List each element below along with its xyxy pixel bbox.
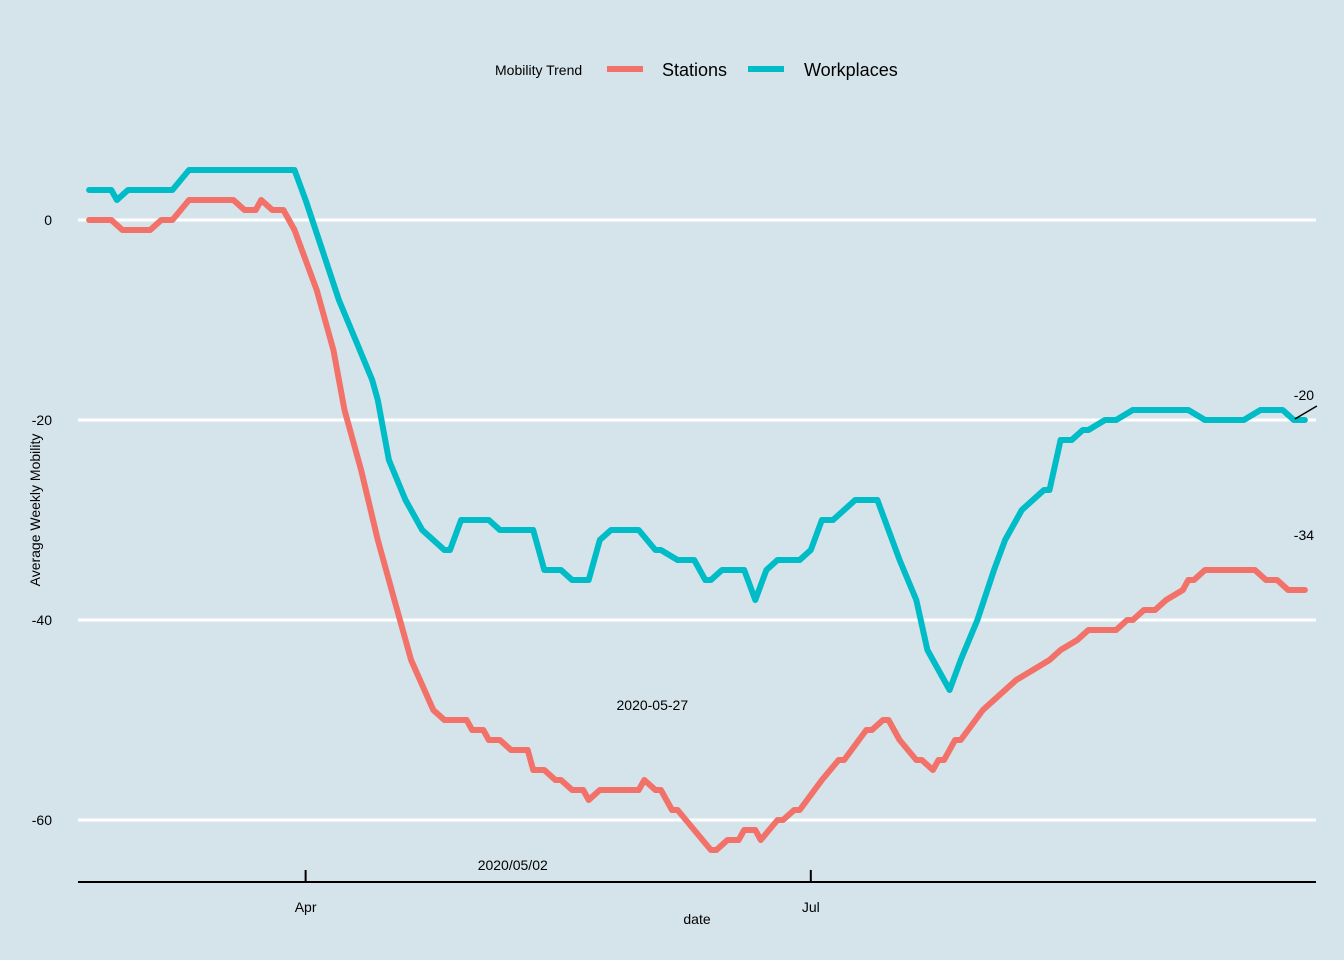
x-tick-label: Apr [295, 899, 317, 915]
x-axis-label: date [683, 911, 710, 927]
legend: Mobility Trend Stations Workplaces [495, 60, 898, 80]
y-tick-label: -20 [32, 412, 52, 428]
legend-label-workplaces: Workplaces [804, 60, 898, 80]
annotation-label: -20 [1294, 387, 1314, 403]
annotation-leader-line [1294, 405, 1318, 420]
y-tick-label: 0 [44, 212, 52, 228]
x-tick-label: Jul [802, 899, 820, 915]
y-tick-label: -60 [32, 812, 52, 828]
y-tick-label: -40 [32, 612, 52, 628]
series-lines [86, 167, 1308, 853]
annotations: 2020/05/02 2020-05-27 -20 -34 [478, 387, 1318, 873]
annotation-label: 2020-05-27 [617, 697, 689, 713]
y-axis-label: Average Weekly Mobility [27, 434, 43, 587]
series-line-stations [86, 197, 1308, 853]
x-axis: Apr Jul [78, 870, 1316, 915]
y-axis-ticks: 0 -20 -40 -60 [32, 212, 52, 828]
series-line-workplaces [86, 167, 1308, 693]
legend-label-stations: Stations [662, 60, 727, 80]
annotation-label: -34 [1294, 527, 1314, 543]
annotation-label: 2020/05/02 [478, 857, 548, 873]
legend-title: Mobility Trend [495, 62, 582, 78]
